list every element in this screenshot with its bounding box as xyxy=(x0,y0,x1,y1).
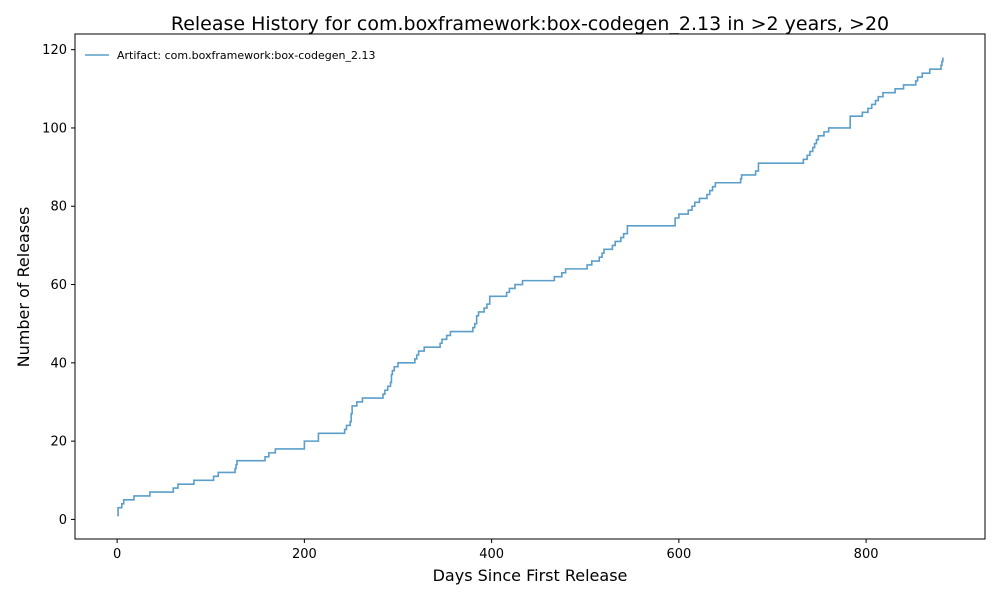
x-axis-label: Days Since First Release xyxy=(433,566,628,585)
y-axis: 0 20 40 60 80 100 120 xyxy=(42,43,75,528)
x-tick-label: 0 xyxy=(113,547,121,562)
y-axis-label: Number of Releases xyxy=(14,207,33,368)
x-axis: 0 200 400 600 800 xyxy=(113,539,879,562)
legend-label-artifact: Artifact: com.boxframework:box-codegen_2… xyxy=(117,49,376,62)
y-tick-label: 0 xyxy=(59,513,67,528)
legend: Artifact: com.boxframework:box-codegen_2… xyxy=(85,49,376,62)
series-line-artifact xyxy=(117,57,944,517)
x-tick-label: 400 xyxy=(479,547,504,562)
plot-frame xyxy=(74,33,986,540)
x-tick-label: 800 xyxy=(854,547,879,562)
chart-title: Release History for com.boxframework:box… xyxy=(171,13,889,35)
y-tick-label: 40 xyxy=(50,356,67,371)
plot-area xyxy=(117,57,944,517)
y-tick-label: 20 xyxy=(50,435,67,450)
x-tick-label: 200 xyxy=(292,547,317,562)
y-tick-label: 80 xyxy=(50,200,67,215)
y-tick-label: 100 xyxy=(42,121,67,136)
x-tick-label: 600 xyxy=(666,547,691,562)
y-tick-label: 120 xyxy=(42,43,67,58)
y-tick-label: 60 xyxy=(50,278,67,293)
